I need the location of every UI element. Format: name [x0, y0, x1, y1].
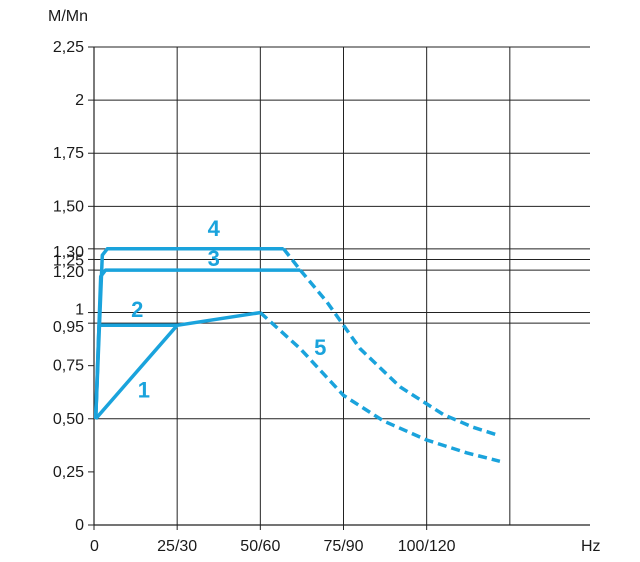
curve-label-2: 2 [131, 297, 143, 322]
x-tick-label: 50/60 [240, 538, 280, 555]
y-tick-label: 1,20 [53, 264, 84, 281]
x-tick-label: 75/90 [323, 538, 363, 555]
series-line-5 [259, 311, 501, 463]
y-tick-label: 1,75 [53, 145, 84, 162]
curve-label-4: 4 [208, 216, 221, 241]
series-line-4 [93, 247, 284, 419]
grid [94, 46, 590, 525]
y-tick-label: 1,25 [53, 252, 84, 269]
y-tick-label: 0,50 [53, 411, 84, 428]
axes [88, 46, 590, 530]
y-tick-label: 2,25 [53, 39, 84, 56]
y-tick-label: 1,30 [53, 244, 84, 261]
curve-labels: 1 2 3 4 5 [131, 216, 326, 402]
y-tick-label: 0,25 [53, 464, 84, 481]
tick-labels: 00,250,500,750,9511,201,251,301,501,7522… [53, 39, 456, 555]
y-tick-label: 2 [75, 92, 84, 109]
series-group [93, 247, 501, 463]
x-tick-label: 25/30 [157, 538, 197, 555]
series-line-extra-6 [282, 247, 302, 272]
y-tick-label: 1 [75, 302, 84, 319]
curve-label-5: 5 [314, 335, 326, 360]
y-tick-label: 1,50 [53, 198, 84, 215]
series-line-1 [94, 310, 261, 420]
y-tick-label: 0,75 [53, 358, 84, 375]
y-axis-label: M/Mn [48, 8, 88, 25]
y-tick-label: 0 [75, 517, 84, 534]
x-tick-label: 100/120 [398, 538, 456, 555]
curve-label-1: 1 [138, 378, 150, 403]
y-tick-label: 0,95 [53, 319, 84, 336]
series-line-extra-5 [298, 268, 501, 438]
series-line-3 [93, 268, 301, 419]
x-tick-label: 0 [90, 538, 99, 555]
curve-label-3: 3 [208, 246, 220, 271]
x-axis-label: Hz [581, 538, 601, 555]
